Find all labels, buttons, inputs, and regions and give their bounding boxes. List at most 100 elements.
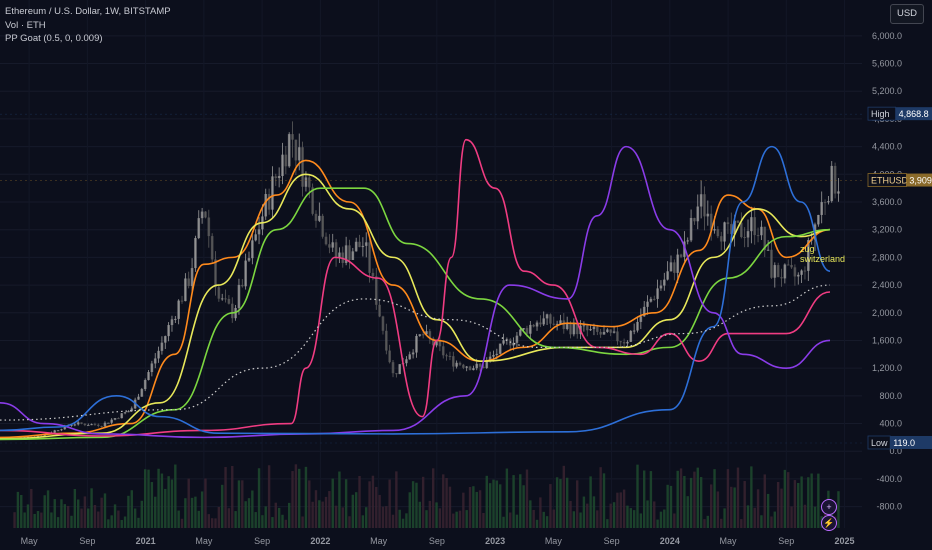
candle-body (626, 341, 629, 344)
plus-icon[interactable]: + (821, 499, 837, 515)
volume-bar (545, 516, 549, 528)
volume-bar (458, 510, 462, 528)
y-tick-label: 0.0 (889, 446, 902, 456)
volume-bar (659, 511, 663, 528)
volume-bar (157, 468, 160, 528)
candle-body (696, 206, 700, 222)
volume-bar (284, 519, 288, 528)
volume-bar (150, 482, 154, 528)
candle-body (522, 328, 525, 330)
volume-bar (167, 476, 170, 528)
legend-indicator[interactable]: PP Goat (0.5, 0, 0.009) (5, 33, 103, 44)
candle-body (431, 338, 435, 346)
volume-bar (485, 475, 488, 528)
volume-bar (793, 480, 797, 528)
volume-bar (532, 509, 535, 528)
legend-symbol[interactable]: Ethereum / U.S. Dollar, 1W, BITSTAMP (5, 6, 171, 17)
x-tick-label: May (720, 536, 738, 546)
candle-body (90, 424, 93, 426)
candle-body (485, 360, 489, 368)
volume-bar (378, 494, 381, 528)
volume-bar (234, 511, 237, 528)
volume-bar (408, 492, 411, 528)
candle-body (257, 229, 261, 235)
volume-bar (535, 519, 539, 528)
candle-body (800, 270, 803, 275)
candle-body (649, 298, 653, 302)
candle-body (750, 217, 753, 232)
volume-bar (589, 476, 592, 528)
volume-bar (143, 469, 147, 528)
volume-bar (60, 499, 63, 528)
volume-bar (26, 504, 30, 528)
volume-bar (629, 508, 632, 528)
volume-bar (271, 517, 274, 528)
currency-button[interactable]: USD (890, 4, 924, 24)
volume-bar (314, 490, 318, 528)
candle-body (475, 363, 479, 369)
lightning-icon[interactable]: ⚡ (821, 515, 837, 531)
volume-bar (318, 500, 321, 528)
candle-body (542, 318, 546, 325)
candle-body (287, 134, 291, 167)
candle-body (63, 425, 67, 430)
candle-body (676, 254, 679, 273)
candle-body (495, 353, 499, 355)
volume-bar (97, 511, 100, 528)
series-line-5 (0, 145, 831, 435)
volume-bar (110, 515, 113, 528)
volume-bar (194, 496, 197, 528)
volume-bar (237, 480, 241, 528)
x-tick-label: Sep (604, 536, 620, 546)
volume-bar (241, 480, 244, 528)
candle-body (562, 320, 566, 330)
candle-body (458, 362, 462, 365)
volume-bar (197, 510, 200, 528)
candle-body (686, 240, 690, 242)
volume-bar (341, 507, 344, 528)
candle-body (666, 271, 669, 280)
candle-body (572, 322, 576, 335)
candle-body (368, 242, 371, 273)
volume-bar (294, 464, 298, 528)
volume-bar (696, 467, 699, 528)
volume-bar (83, 496, 87, 528)
candle-body (622, 342, 626, 344)
volume-bar (602, 473, 606, 528)
candle-body (277, 176, 281, 179)
volume-bar (502, 516, 505, 528)
candle-body (304, 177, 308, 187)
candle-body (582, 325, 586, 327)
volume-bar (475, 491, 478, 528)
volume-bar (66, 505, 70, 528)
low-value: 119.0 (893, 438, 915, 448)
volume-bar (43, 495, 46, 528)
volume-bar (673, 513, 676, 528)
volume-bar (70, 515, 73, 528)
candle-body (70, 424, 73, 426)
volume-bar (308, 480, 311, 528)
candle-body (371, 272, 375, 277)
candle-body (465, 366, 468, 368)
candle-body (518, 329, 522, 336)
candle-body (374, 276, 378, 305)
candle-body (338, 252, 341, 258)
candle-body (837, 191, 840, 194)
candle-body (719, 236, 723, 242)
candle-body (93, 424, 97, 426)
volume-bar (120, 519, 123, 528)
volume-bar (251, 490, 254, 528)
candle-body (147, 372, 150, 380)
volume-bar (46, 490, 50, 528)
volume-bar (204, 478, 207, 528)
volume-bar (164, 488, 167, 528)
x-tick-label: 2021 (136, 536, 156, 546)
high-label: High (871, 109, 890, 119)
candle-body (629, 331, 633, 342)
candle-body (217, 287, 221, 299)
volume-bar (428, 500, 432, 528)
legend-volume[interactable]: Vol · ETH (5, 19, 46, 31)
volume-bar (462, 492, 465, 528)
candle-body (565, 323, 569, 330)
